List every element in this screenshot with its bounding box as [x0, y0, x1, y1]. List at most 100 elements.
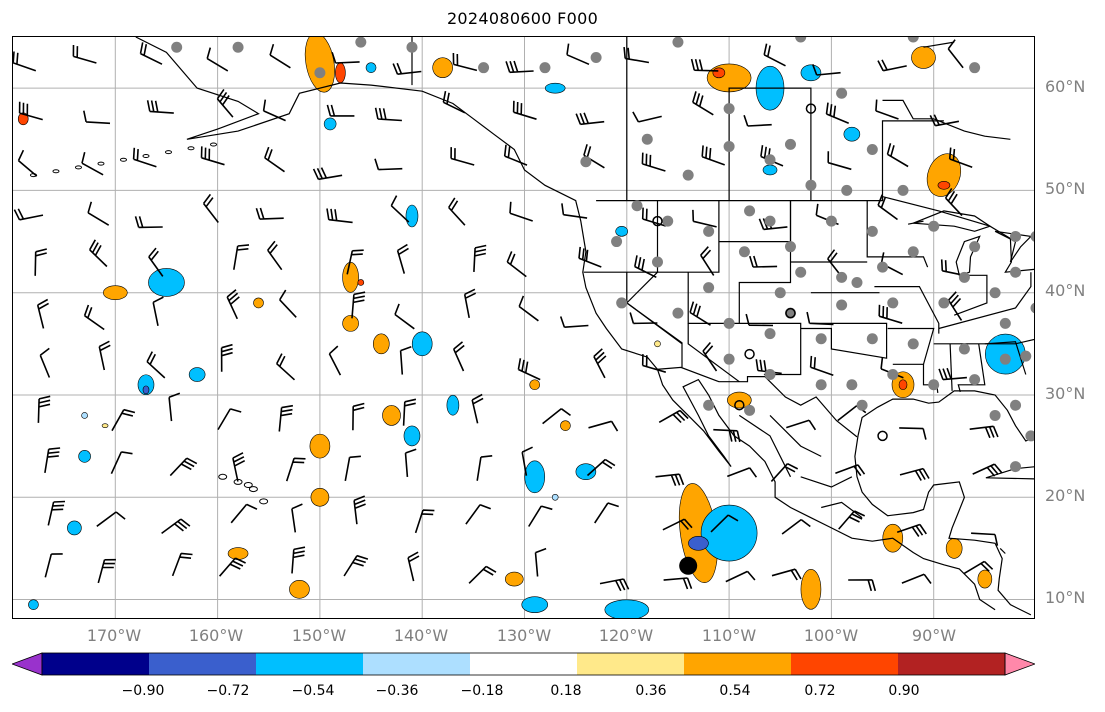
station-marker — [580, 156, 592, 168]
wind-barb — [404, 448, 417, 477]
wind-barb — [230, 503, 258, 524]
contour-patch — [142, 385, 150, 395]
island — [142, 153, 150, 158]
colorbar-tick-label: −0.18 — [460, 683, 504, 699]
wind-barb — [559, 316, 589, 328]
map-canvas[interactable] — [13, 37, 1035, 619]
map-panel[interactable] — [12, 36, 1035, 619]
station-marker — [928, 379, 940, 391]
wind-barb — [877, 59, 907, 72]
wind-barb — [476, 455, 493, 481]
station-marker — [738, 246, 750, 258]
contour-patch — [551, 493, 559, 501]
station-marker — [703, 225, 715, 237]
wind-barb — [948, 147, 973, 168]
wind-barb — [81, 152, 104, 176]
station-marker-open — [805, 103, 817, 114]
map-title: 2024080600 F000 — [446, 9, 599, 28]
wind-barb — [771, 568, 802, 581]
wind-barb — [629, 312, 658, 325]
wind-barb — [938, 367, 967, 381]
wind-barb — [835, 464, 866, 477]
colorbar-tick-label: 0.72 — [804, 683, 836, 699]
wind-barb — [655, 473, 685, 486]
wind-barb — [452, 52, 478, 72]
wind-barb — [710, 514, 739, 533]
island — [218, 473, 228, 480]
contour-patch — [101, 423, 109, 428]
wind-barb — [658, 409, 689, 424]
station-marker — [723, 103, 735, 115]
wind-barb — [518, 295, 539, 322]
colorbar-segment — [898, 653, 1006, 675]
wind-barb — [168, 392, 181, 422]
station-marker — [969, 374, 981, 386]
station-marker — [795, 37, 807, 43]
station-marker-open — [744, 348, 755, 360]
station-marker — [1025, 430, 1034, 442]
contour-patch — [28, 599, 39, 610]
colorbar-segment — [791, 653, 899, 675]
state-border — [800, 476, 853, 488]
wind-barb — [692, 209, 717, 228]
island — [187, 146, 195, 151]
station-marker — [703, 399, 715, 411]
wind-barb — [34, 248, 47, 276]
contour-patch — [446, 394, 460, 416]
wind-barb — [146, 351, 166, 379]
lon-label-110w: 110°W — [701, 626, 757, 645]
wind-barb — [848, 579, 877, 592]
lat-label-60n: 60°N — [1045, 77, 1086, 96]
wind-barb — [161, 518, 191, 535]
wind-barb — [517, 358, 541, 381]
colorbar-segment — [363, 653, 471, 675]
wind-barb — [47, 500, 66, 526]
wind-barb — [374, 158, 403, 171]
wind-barb — [944, 187, 963, 217]
wind-barb — [98, 340, 111, 371]
wind-barb — [255, 207, 284, 220]
wind-barb — [13, 208, 44, 221]
wind-barb — [886, 143, 909, 168]
state-border — [953, 274, 988, 316]
wind-barb — [758, 217, 788, 231]
wind-barb — [83, 110, 111, 125]
wind-barb — [402, 398, 417, 426]
wind-barb — [506, 251, 527, 278]
contour-patch — [67, 520, 82, 536]
contour-patch — [937, 181, 951, 190]
wind-barb — [690, 58, 719, 72]
state-border — [739, 322, 802, 376]
wind-barb — [374, 107, 402, 122]
wind-barb — [171, 552, 193, 577]
contour-patch — [289, 580, 310, 599]
wind-barb — [448, 197, 466, 226]
station-marker — [406, 41, 418, 53]
wind-barb — [87, 201, 110, 226]
island — [259, 498, 269, 505]
wind-barb — [37, 395, 51, 423]
contour-patch — [148, 268, 185, 297]
wind-barb — [632, 111, 662, 123]
wind-barb — [44, 447, 61, 474]
colorbar-tick-label: 0.54 — [719, 683, 751, 699]
wind-barb — [89, 239, 108, 268]
station-marker — [784, 307, 796, 319]
wind-barb — [353, 495, 366, 525]
contour-patch — [342, 262, 359, 293]
wind-barb — [901, 573, 932, 584]
wind-barb — [217, 408, 242, 431]
station-marker — [836, 299, 848, 311]
wind-barb — [969, 425, 999, 439]
wind-barb — [521, 446, 533, 476]
wind-barb — [749, 255, 778, 268]
island — [97, 161, 105, 166]
contour-patch — [227, 547, 249, 560]
contour-patch — [843, 126, 861, 142]
station-marker — [958, 343, 970, 355]
wind-barb — [896, 523, 927, 537]
wind-barb — [392, 62, 422, 75]
wind-barb — [146, 100, 174, 114]
wind-barb — [291, 503, 303, 533]
wind-barb — [512, 100, 537, 120]
